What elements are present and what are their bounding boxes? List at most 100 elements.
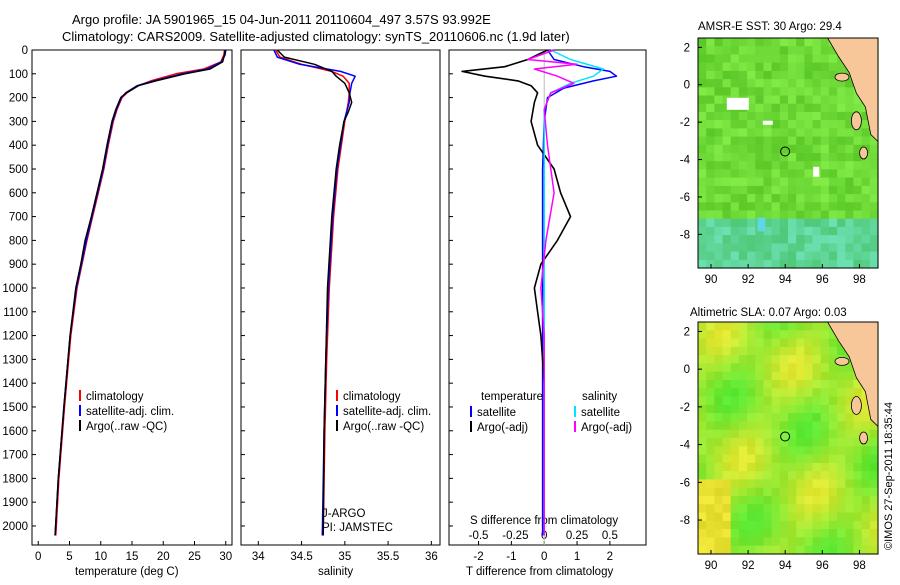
map-cell-sla <box>714 462 724 472</box>
map-cell-sla <box>845 520 855 530</box>
map-cell-sst <box>755 202 765 212</box>
map-cell-sst <box>788 79 797 88</box>
map-cell-sst <box>845 95 855 105</box>
map-cell-sst <box>722 87 732 97</box>
map-cell-sst <box>828 194 838 203</box>
map-cell-sla <box>861 504 871 514</box>
map-cell-sla <box>714 346 724 356</box>
map-cell-sst <box>714 70 724 80</box>
map-cell-sla <box>779 355 789 364</box>
map-cell-sst <box>869 177 879 187</box>
map-cell-sla <box>869 462 879 472</box>
map-cell-sla <box>804 429 814 439</box>
map-cell-sla <box>763 388 773 398</box>
map-cell-sla <box>771 537 781 547</box>
map-cell-sla <box>820 529 830 538</box>
map-cell-sla <box>698 330 707 340</box>
map-cell-sla <box>714 471 724 480</box>
map-cell-sla <box>869 421 879 431</box>
map-cell-sla <box>820 454 830 464</box>
map-cell-sst <box>837 103 846 113</box>
map-cell-sla <box>788 529 797 538</box>
map-cell-sst <box>788 38 797 47</box>
map-cell-sla <box>779 371 789 381</box>
map-cell-sst <box>738 144 748 154</box>
y-tick-label: 1300 <box>2 354 28 366</box>
map-cell-sla <box>771 346 781 356</box>
map-cell-sla <box>722 404 732 414</box>
map-cell-sla <box>837 545 846 555</box>
map-cell-sla <box>722 421 732 431</box>
map-cell-sla <box>812 438 822 447</box>
map-cell-sst <box>788 259 797 269</box>
map-cell-sst <box>837 235 846 244</box>
map-cell-sla <box>779 346 789 356</box>
map-cell-sla <box>755 446 765 456</box>
map-cell-sst <box>763 87 773 97</box>
map-cell-sst <box>747 161 756 170</box>
map-cell-sst <box>820 169 830 179</box>
map-cell-sla <box>763 330 773 340</box>
map-cell-sst <box>788 54 797 64</box>
map-cell-sst <box>763 202 773 212</box>
map-cell-sst <box>804 153 814 162</box>
map-cell-sla <box>812 462 822 472</box>
map-cell-sla <box>771 429 781 439</box>
map-cell-sst <box>845 235 855 244</box>
map-cell-sla <box>820 496 830 505</box>
map-cell-sst <box>771 226 781 236</box>
map-cell-sla <box>714 380 724 389</box>
map-cell-sst <box>828 46 838 55</box>
map-cell-sla <box>755 363 765 373</box>
map-cell-sla <box>722 537 732 547</box>
map-cell-sst <box>730 194 740 203</box>
map-cell-sla <box>788 479 797 489</box>
y-tick-label: 1200 <box>2 331 28 343</box>
map-cell-sst <box>853 218 863 228</box>
map-cell-sst <box>738 202 748 212</box>
map-cell-sla <box>747 545 756 555</box>
map-cell-sst <box>730 38 740 47</box>
map-cell-sst <box>828 259 838 269</box>
map-cell-sla <box>861 396 871 406</box>
map-cell-sst <box>812 251 822 261</box>
map-cell-sla <box>796 462 805 472</box>
map-cell-sla <box>763 462 773 472</box>
map-cell-sla <box>788 413 797 422</box>
map-cell-sst <box>796 136 805 146</box>
map-cell-sla <box>861 413 871 422</box>
map-cell-sst <box>730 251 740 261</box>
map-cell-sst <box>804 194 814 203</box>
map-cell-sst <box>845 169 855 179</box>
map-cell-sla <box>788 454 797 464</box>
map-cell-sla <box>837 388 846 398</box>
map-cell-sla <box>763 496 773 505</box>
map-cell-sla <box>812 388 822 398</box>
map-cell-sst <box>837 153 846 162</box>
map-cell-sla <box>714 322 724 331</box>
map-cell-sla <box>706 421 715 431</box>
map-cell-sla <box>730 537 740 547</box>
map-cell-sla <box>771 388 781 398</box>
map-cell-sla <box>828 413 838 422</box>
map-cell-sst <box>812 177 822 187</box>
map-cell-sla <box>804 504 814 514</box>
map-cell-sla <box>845 429 855 439</box>
map-cell-sst <box>837 251 846 261</box>
map-cell-sst <box>755 79 765 88</box>
map-cell-sla <box>828 496 838 505</box>
x-top-tick-label: -0.25 <box>502 530 528 542</box>
map-cell-sla <box>779 446 789 456</box>
legend-label: Argo(..raw -QC) <box>86 421 167 433</box>
map-cell-sla <box>738 471 748 480</box>
map-cell-sst <box>779 226 789 236</box>
map-cell-sst <box>706 136 715 146</box>
map-cell-sst <box>714 38 724 47</box>
map-cell-sla <box>869 479 879 489</box>
map-cell-sla <box>853 545 863 555</box>
series-line-temperature-1 <box>54 49 227 536</box>
map-cell-sst <box>771 194 781 203</box>
map-cell-sla <box>747 520 756 530</box>
map-cell-sst <box>730 177 740 187</box>
map-x-tick-label: 96 <box>816 274 829 286</box>
